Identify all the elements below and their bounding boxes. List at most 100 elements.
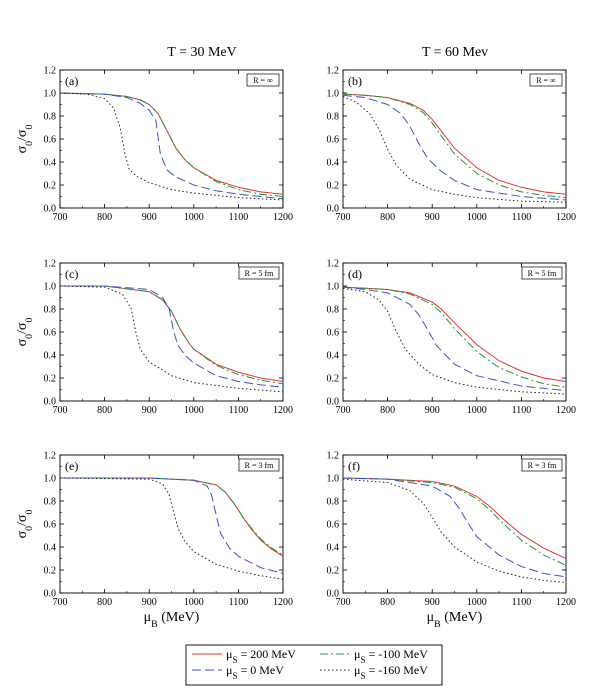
y-tick-label: 0.8 <box>44 497 57 508</box>
x-tick-label: 1200 <box>273 405 293 416</box>
radius-label: R = 3 fm <box>245 461 275 470</box>
radius-box <box>238 458 280 472</box>
panel-label: (d) <box>348 267 362 281</box>
x-tick-label: 700 <box>336 405 351 416</box>
x-tick-label: 1200 <box>273 597 293 608</box>
y-tick-label: 1.2 <box>327 66 340 77</box>
y-tick-label: 1.0 <box>44 89 57 100</box>
y-tick-label: 0.4 <box>327 158 340 169</box>
x-tick-label: 1000 <box>467 597 487 608</box>
x-tick-label: 800 <box>380 212 395 223</box>
series-line-4 <box>343 478 566 584</box>
y-tick-label: 0.4 <box>44 158 57 169</box>
series-line-1 <box>60 92 283 195</box>
series-line-1 <box>343 286 566 382</box>
panels: 700 800 900 1000 1100 1200 0.0 0.2 0.4 0.6 0.8 1.0 1… <box>15 66 576 630</box>
x-tick-label: 800 <box>97 597 112 608</box>
y-axis-label: σ0/σ0 <box>15 510 35 539</box>
y-tick-label: 1.2 <box>44 451 57 462</box>
radius-label: R = 3 fm <box>528 461 558 470</box>
series-line-4 <box>343 95 566 203</box>
x-axis-label: μB (MeV) <box>427 610 483 630</box>
x-tick-label: 1000 <box>467 405 487 416</box>
legend-label-1: μS = 200 MeV <box>226 647 296 665</box>
y-tick-label: 1.0 <box>327 474 340 485</box>
series-line-4 <box>60 477 283 580</box>
x-tick-label: 900 <box>425 597 440 608</box>
series-line-3 <box>60 285 283 388</box>
y-tick-label: 0.6 <box>44 328 57 339</box>
x-tick-label: 1200 <box>556 212 576 223</box>
y-tick-label: 1.0 <box>327 282 340 293</box>
x-tick-label: 700 <box>336 597 351 608</box>
series-group <box>343 93 566 203</box>
panel-e: 700 800 900 1000 1100 1200 0.0 0.2 0.4 0.6 0.8 1.0 1… <box>15 451 293 630</box>
panel-b: 700 800 900 1000 1100 1200 0.0 0.2 0.4 0.6 0.8 1.0 1… <box>327 66 577 224</box>
y-tick-label: 0.2 <box>44 566 57 577</box>
y-tick-label: 0.2 <box>327 374 340 385</box>
x-tick-label: 700 <box>53 405 68 416</box>
panel-label: (a) <box>65 74 78 88</box>
series-line-3 <box>343 286 566 392</box>
y-tick-label: 1.0 <box>44 282 57 293</box>
legend-box <box>185 644 443 686</box>
y-tick-label: 0.6 <box>327 328 340 339</box>
x-tick-label: 900 <box>425 405 440 416</box>
series-line-4 <box>343 287 566 395</box>
panel-label: (e) <box>65 459 78 473</box>
x-tick-label: 1000 <box>184 212 204 223</box>
series-line-2 <box>60 285 283 385</box>
radius-label: R = 5 fm <box>528 269 558 278</box>
radius-label: R = 5 fm <box>245 269 275 278</box>
panel-label: (f) <box>348 459 360 473</box>
series-line-3 <box>343 477 566 578</box>
radius-box <box>521 266 563 280</box>
y-tick-label: 1.2 <box>327 259 340 270</box>
series-line-4 <box>60 92 283 201</box>
y-tick-label: 0.8 <box>327 305 340 316</box>
y-tick-label: 0.4 <box>327 543 340 554</box>
x-tick-label: 800 <box>97 212 112 223</box>
y-tick-label: 0.6 <box>327 520 340 531</box>
series-line-1 <box>343 477 566 559</box>
y-axis-label: σ0/σ0 <box>15 125 35 154</box>
series-line-4 <box>60 285 283 393</box>
x-tick-label: 1100 <box>229 597 249 608</box>
legend: μS = 200 MeV μS = -100 MeV μS = 0 MeV μS = … <box>185 644 443 686</box>
y-tick-label: 0.0 <box>327 589 340 600</box>
legend-label-4: μS = -160 MeV <box>354 663 428 681</box>
x-tick-label: 1200 <box>556 597 576 608</box>
y-tick-label: 0.6 <box>327 135 340 146</box>
legend-label-2: μS = -100 MeV <box>354 647 428 665</box>
radius-box <box>521 458 563 472</box>
y-tick-label: 0.0 <box>327 397 340 408</box>
y-tick-label: 0.6 <box>44 135 57 146</box>
y-tick-label: 0.0 <box>327 204 340 215</box>
column-title-right: T = 60 Mev <box>422 45 488 60</box>
y-tick-label: 0.8 <box>327 497 340 508</box>
y-tick-label: 0.2 <box>327 566 340 577</box>
plot-frame <box>342 69 567 209</box>
series-line-3 <box>60 477 283 574</box>
series-group <box>343 477 566 584</box>
y-tick-label: 0.0 <box>44 204 57 215</box>
series-group <box>343 286 566 395</box>
y-tick-label: 0.0 <box>44 397 57 408</box>
x-tick-label: 700 <box>53 597 68 608</box>
radius-box <box>238 266 280 280</box>
y-tick-label: 0.4 <box>44 351 57 362</box>
y-tick-label: 1.0 <box>327 89 340 100</box>
panel-label: (c) <box>65 267 78 281</box>
panel-a: 700 800 900 1000 1100 1200 0.0 0.2 0.4 0.6 0.8 1.0 1… <box>15 66 293 224</box>
x-tick-label: 1200 <box>273 212 293 223</box>
series-line-3 <box>343 94 566 201</box>
x-tick-label: 900 <box>425 212 440 223</box>
radius-box <box>529 73 563 87</box>
y-tick-label: 0.2 <box>327 181 340 192</box>
x-tick-label: 1100 <box>229 405 249 416</box>
series-line-2 <box>343 93 566 199</box>
series-group <box>60 477 283 580</box>
x-tick-label: 1100 <box>512 212 532 223</box>
plot-frame <box>342 454 567 594</box>
